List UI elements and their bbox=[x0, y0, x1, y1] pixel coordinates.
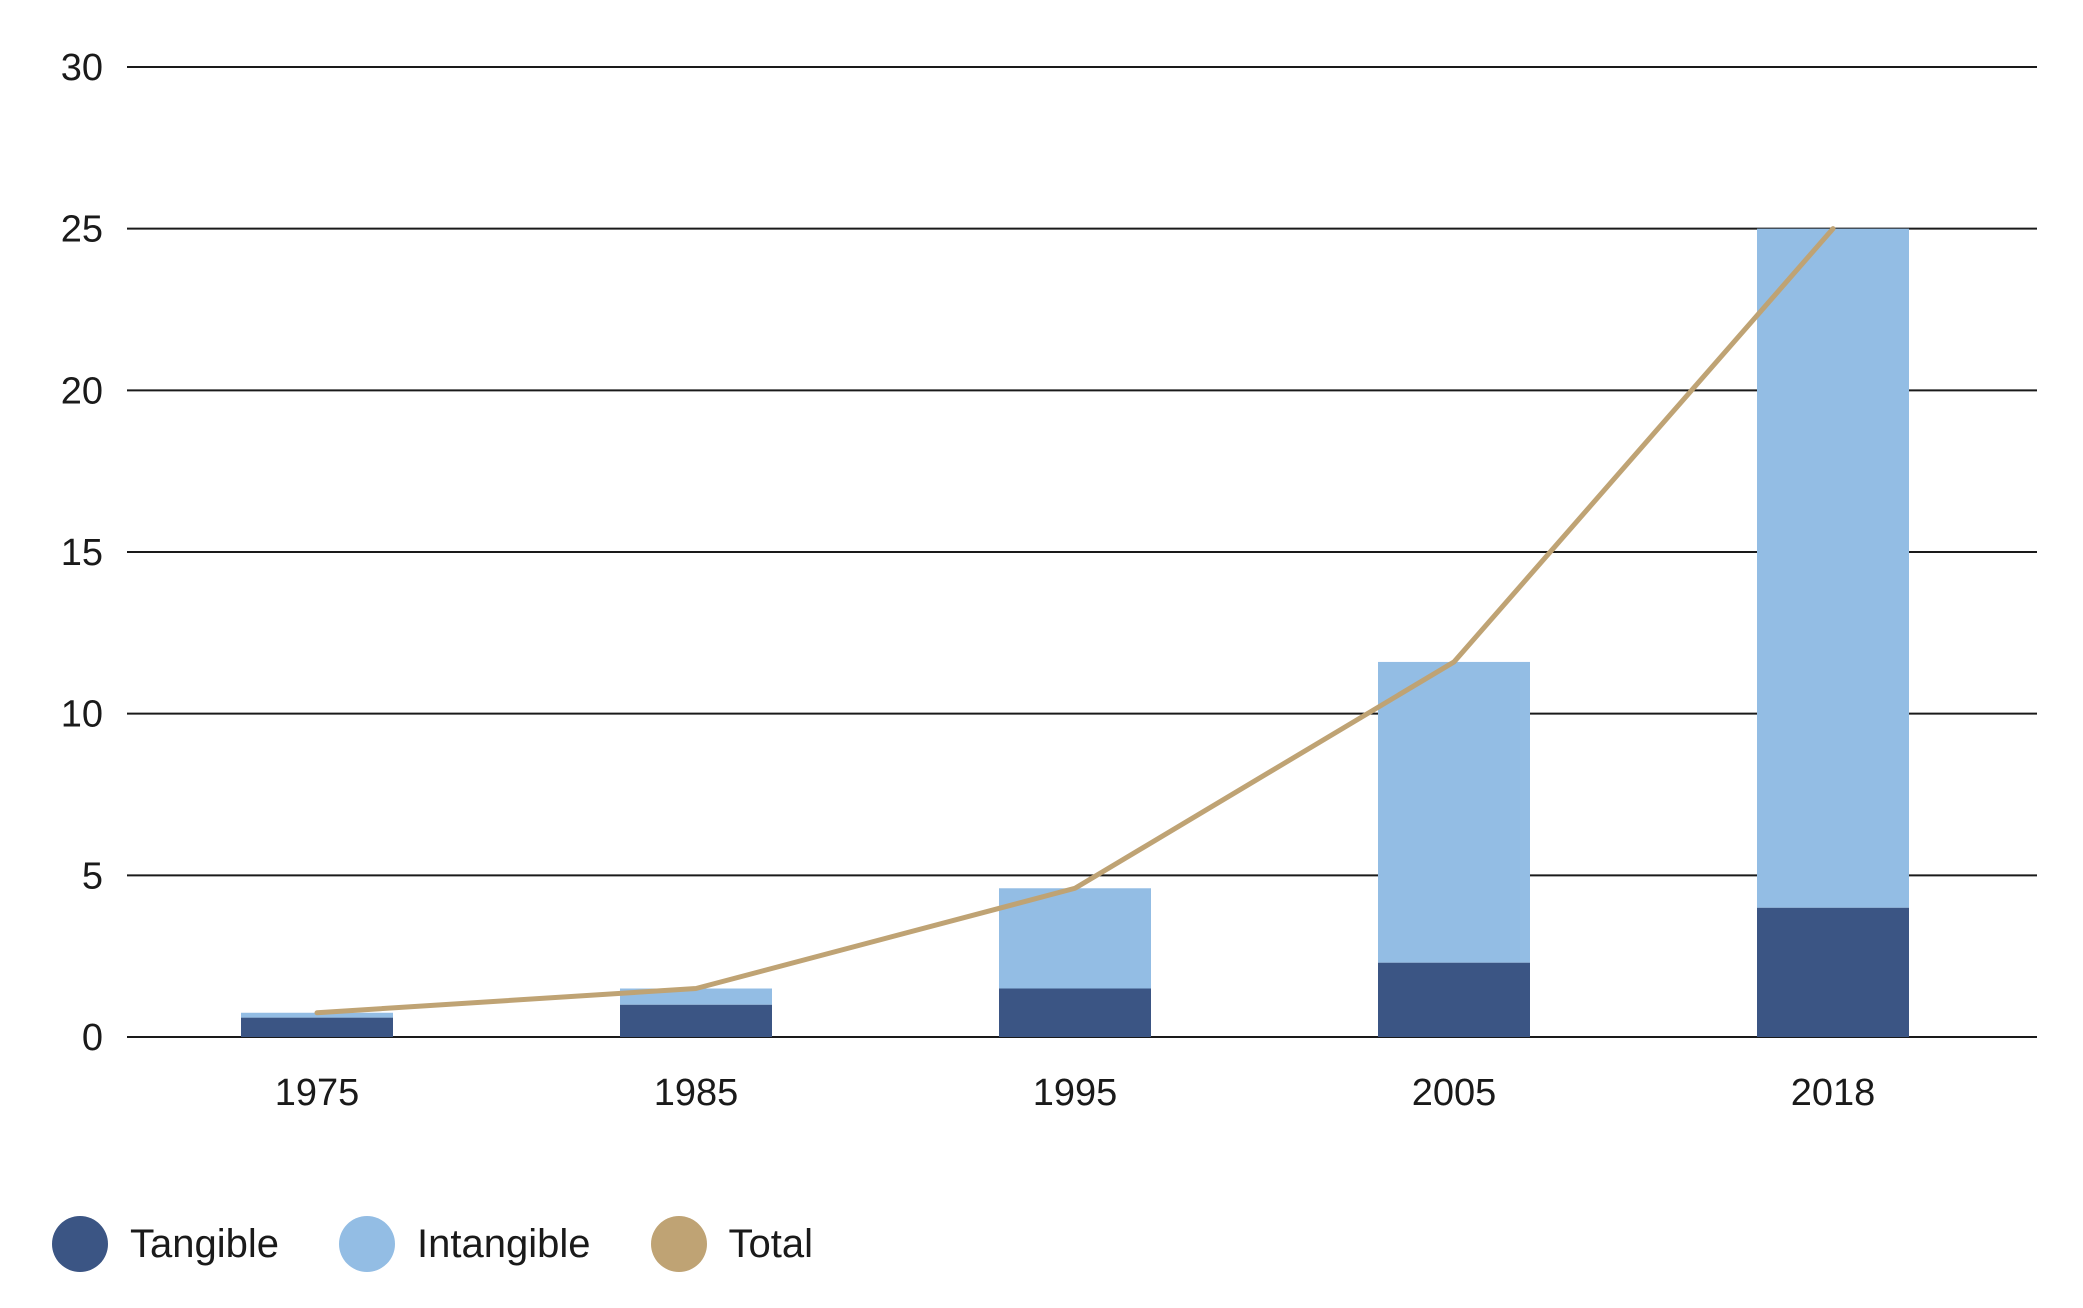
x-tick-label-2005: 2005 bbox=[1412, 1072, 1497, 1114]
y-tick-label-20: 20 bbox=[61, 370, 103, 412]
legend-item-tangible: Tangible bbox=[52, 1216, 279, 1272]
bar-intangible-2018 bbox=[1757, 228, 1909, 908]
legend-label-total: Total bbox=[728, 1221, 814, 1266]
bar-tangible-1975 bbox=[241, 1017, 393, 1037]
legend-label-tangible: Tangible bbox=[130, 1221, 280, 1266]
y-tick-label-10: 10 bbox=[61, 694, 103, 736]
total-line-layer bbox=[314, 226, 1836, 1016]
y-tick-label-30: 30 bbox=[61, 47, 103, 89]
legend-item-total: Total bbox=[650, 1216, 814, 1272]
legend-item-intangible: Intangible bbox=[339, 1216, 591, 1272]
bar-tangible-2005 bbox=[1378, 962, 1530, 1037]
legend-label-intangible: Intangible bbox=[417, 1221, 591, 1266]
gridlines bbox=[127, 66, 2037, 1038]
legend-swatch-intangible bbox=[339, 1216, 396, 1272]
bar-intangible-2005 bbox=[1378, 661, 1530, 963]
bar-intangible-1995 bbox=[999, 888, 1151, 989]
y-axis-ticks: 0 5 10 15 20 25 30 bbox=[61, 47, 103, 1059]
bar-tangible-2018 bbox=[1757, 907, 1909, 1037]
x-axis-ticks: 1975 1985 1995 2005 2018 bbox=[275, 1072, 1876, 1114]
legend-swatch-total bbox=[650, 1216, 707, 1272]
x-tick-label-1985: 1985 bbox=[654, 1072, 739, 1114]
bar-tangible-1995 bbox=[999, 988, 1151, 1037]
y-tick-label-5: 5 bbox=[82, 855, 103, 897]
x-tick-label-1995: 1995 bbox=[1033, 1072, 1118, 1114]
x-tick-label-2018: 2018 bbox=[1791, 1072, 1876, 1114]
y-tick-label-0: 0 bbox=[82, 1017, 103, 1059]
legend-swatch-tangible bbox=[52, 1216, 108, 1272]
x-tick-label-1975: 1975 bbox=[275, 1072, 360, 1114]
legend: Tangible Intangible Total bbox=[52, 1216, 873, 1272]
bars bbox=[241, 228, 1909, 1037]
y-tick-label-25: 25 bbox=[61, 209, 103, 251]
y-tick-label-15: 15 bbox=[61, 532, 103, 574]
bar-tangible-1985 bbox=[620, 1004, 772, 1037]
